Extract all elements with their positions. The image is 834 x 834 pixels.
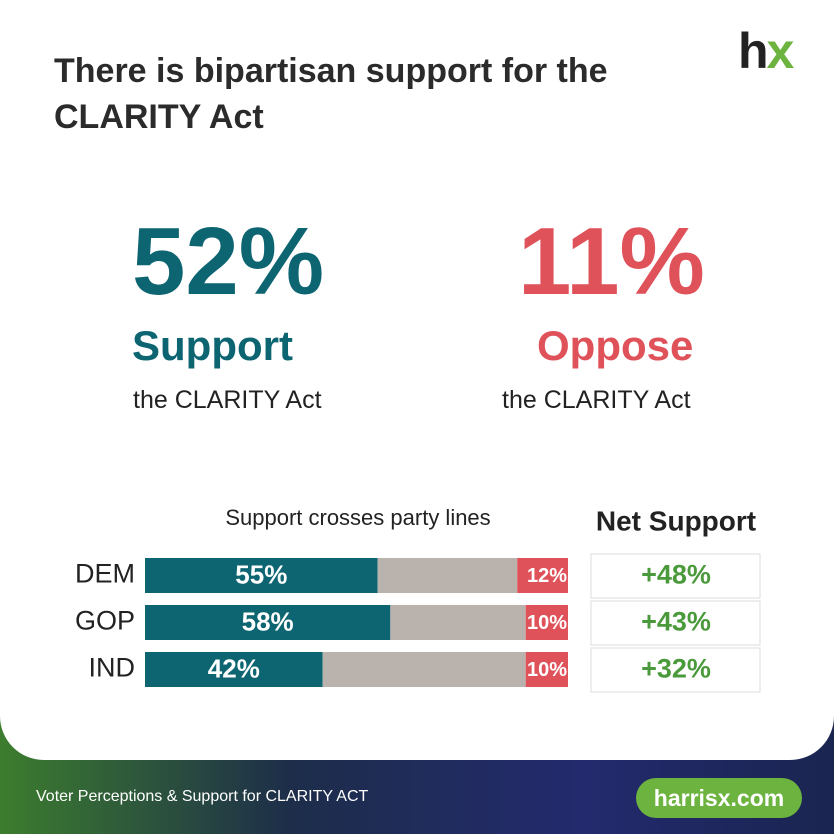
value-label: 42% <box>208 653 260 683</box>
logo-x: x <box>766 23 795 79</box>
net-cell <box>590 553 761 599</box>
bar-segment <box>517 558 568 593</box>
value-label: 12% <box>527 565 567 587</box>
site-link[interactable]: harrisx.com <box>636 778 802 818</box>
stat-sub: the CLARITY Act <box>502 386 691 414</box>
category-label: GOP <box>75 606 135 636</box>
value-label: 55% <box>235 559 287 589</box>
stat-value: 11% <box>518 208 705 315</box>
bar-segment <box>145 558 378 593</box>
logo: hx <box>738 22 795 80</box>
category-label: IND <box>89 653 136 683</box>
category-label: DEM <box>75 559 135 589</box>
value-label: 10% <box>527 659 567 681</box>
bar-segment <box>377 558 518 593</box>
stat-label: Support <box>132 322 293 369</box>
stat-value: 52% <box>132 208 325 315</box>
stat-sub: the CLARITY Act <box>133 386 322 414</box>
stat-label: Oppose <box>537 322 694 369</box>
net-cell <box>590 600 761 646</box>
title: There is bipartisan support for the CLAR… <box>54 52 608 136</box>
value-label: 58% <box>242 606 294 636</box>
footer-caption: Voter Perceptions & Support for CLARITY … <box>36 788 369 805</box>
bar-segment <box>390 605 526 640</box>
bar-segment <box>525 652 568 687</box>
chart-title: Support crosses party lines <box>225 505 490 530</box>
net-cell <box>590 647 761 693</box>
chart: Support crosses party lines Net Support … <box>75 505 761 693</box>
bar-segment <box>525 605 568 640</box>
net-value: +32% <box>641 654 711 684</box>
net-value: +43% <box>641 607 711 637</box>
net-title: Net Support <box>596 505 756 536</box>
bar-segment <box>322 652 526 687</box>
value-label: 10% <box>527 612 567 634</box>
net-value: +48% <box>641 560 711 590</box>
bar-segment <box>145 605 391 640</box>
bar-segment <box>145 652 323 687</box>
logo-h: h <box>738 23 769 79</box>
